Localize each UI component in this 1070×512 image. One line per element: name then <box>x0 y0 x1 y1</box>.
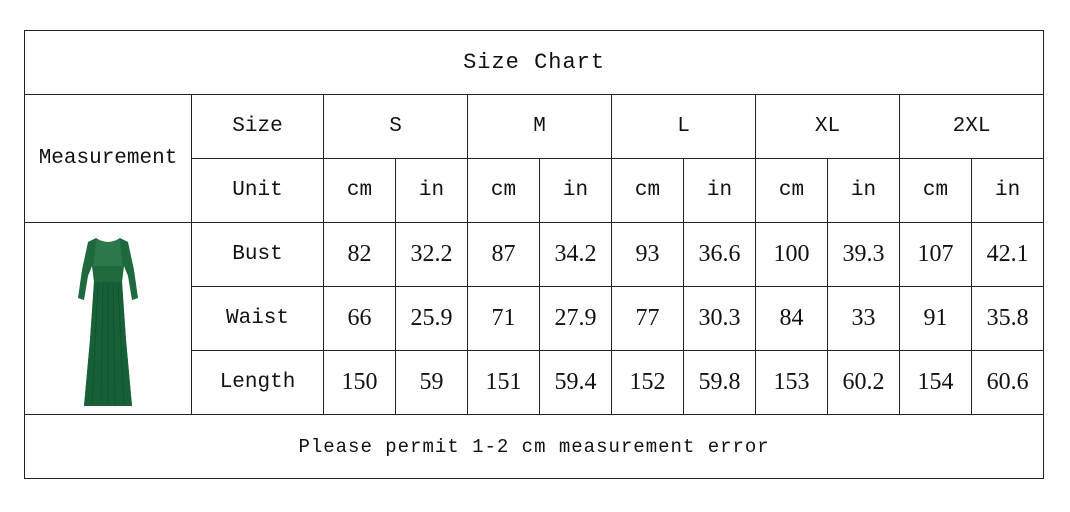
value-cell: 66 <box>323 286 396 351</box>
value-cell: 42.1 <box>970 222 1045 287</box>
value-cell: 60.2 <box>827 350 900 415</box>
value-cell: 25.9 <box>395 286 468 351</box>
unit-label: Unit <box>191 158 324 223</box>
unit-cell: cm <box>467 158 540 223</box>
table-row: Bust 82 32.2 87 34.2 93 36.6 100 39.3 107 42.1 <box>24 222 1045 415</box>
unit-cell: cm <box>755 158 828 223</box>
value-cell: 152 <box>611 350 684 415</box>
size-header: L <box>611 94 756 159</box>
size-header: XL <box>755 94 900 159</box>
table-row: Waist 66 25.9 71 27.9 77 30.3 84 33 91 35.8 <box>25 286 1045 351</box>
unit-cell: in <box>827 158 900 223</box>
value-cell: 60.6 <box>970 350 1045 415</box>
unit-cell: in <box>970 158 1045 223</box>
measurement-note: Please permit 1-2 cm measurement error <box>23 414 1045 479</box>
value-cell: 59.8 <box>683 350 756 415</box>
value-cell: 84 <box>755 286 828 351</box>
value-cell: 91 <box>899 286 972 351</box>
value-cell: 150 <box>323 350 396 415</box>
value-cell: 71 <box>467 286 540 351</box>
size-chart-table: Size Chart Measurement Size S M L XL 2XL… <box>23 30 1045 479</box>
unit-cell: in <box>539 158 612 223</box>
measurement-label: Measurement <box>24 94 192 223</box>
value-cell: 93 <box>611 222 684 287</box>
value-cell: 34.2 <box>539 222 612 287</box>
row-label: Length <box>191 350 324 415</box>
row-label: Bust <box>191 222 324 287</box>
value-cell: 35.8 <box>970 286 1045 351</box>
value-cell: 32.2 <box>395 222 468 287</box>
value-cell: 100 <box>755 222 828 287</box>
unit-cell: in <box>683 158 756 223</box>
value-cell: 82 <box>323 222 396 287</box>
unit-cell: cm <box>611 158 684 223</box>
size-header: 2XL <box>898 94 1045 159</box>
value-cell: 77 <box>611 286 684 351</box>
value-cell: 59.4 <box>539 350 612 415</box>
value-cell: 33 <box>827 286 900 351</box>
unit-cell: cm <box>899 158 972 223</box>
dress-image <box>24 222 192 415</box>
value-cell: 36.6 <box>683 222 756 287</box>
value-cell: 59 <box>395 350 468 415</box>
value-cell: 87 <box>467 222 540 287</box>
value-cell: 30.3 <box>683 286 756 351</box>
unit-cell: cm <box>323 158 396 223</box>
table-row: Length 150 59 151 59.4 152 59.8 153 60.2 154 60.6 <box>25 350 1045 415</box>
value-cell: 153 <box>755 350 828 415</box>
row-label: Waist <box>191 286 324 351</box>
chart-title: Size Chart <box>23 30 1045 95</box>
value-cell: 154 <box>899 350 972 415</box>
value-cell: 107 <box>899 222 972 287</box>
dress-icon <box>78 237 138 406</box>
size-label: Size <box>191 94 324 159</box>
size-header: M <box>467 94 612 159</box>
value-cell: 151 <box>467 350 540 415</box>
value-cell: 27.9 <box>539 286 612 351</box>
unit-cell: in <box>395 158 468 223</box>
value-cell: 39.3 <box>827 222 900 287</box>
size-header: S <box>323 94 468 159</box>
